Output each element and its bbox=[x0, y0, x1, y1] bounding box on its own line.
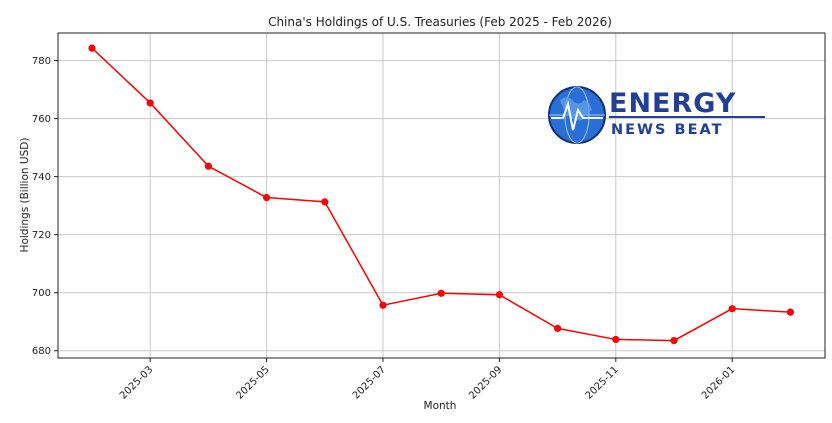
y-tick-label: 720 bbox=[32, 230, 51, 241]
data-point bbox=[204, 162, 212, 170]
y-axis: 680 700 720 740 760 780 bbox=[32, 56, 58, 357]
logo-line1: ENERGY bbox=[609, 88, 736, 119]
y-tick-label: 700 bbox=[32, 288, 51, 299]
x-axis: 2025-03 2025-05 2025-07 2025-09 2025-11 2026-… bbox=[118, 358, 737, 402]
data-point bbox=[263, 193, 271, 202]
data-point bbox=[379, 301, 387, 309]
y-tick-label: 760 bbox=[32, 114, 51, 125]
y-tick-label: 740 bbox=[32, 172, 51, 183]
data-point bbox=[146, 99, 154, 107]
data-point bbox=[88, 44, 96, 52]
data-point bbox=[728, 305, 736, 313]
x-tick-label: 2025-05 bbox=[234, 364, 271, 401]
x-tick-label: 2025-07 bbox=[351, 364, 388, 401]
x-axis-label: Month bbox=[424, 400, 457, 412]
data-point bbox=[612, 335, 620, 344]
data-point bbox=[554, 324, 562, 333]
globe-icon bbox=[548, 86, 606, 144]
x-tick-label: 2025-11 bbox=[584, 364, 621, 401]
x-tick-label: 2026-01 bbox=[700, 364, 737, 401]
y-tick-label: 780 bbox=[32, 56, 51, 67]
grid bbox=[58, 33, 825, 358]
logo: ENERGY NEWS BEAT bbox=[548, 86, 765, 144]
data-point bbox=[437, 289, 445, 297]
logo-line2: NEWS BEAT bbox=[611, 122, 723, 138]
chart-title: China's Holdings of U.S. Treasuries (Feb… bbox=[268, 15, 612, 29]
data-point bbox=[670, 336, 678, 345]
series-layer bbox=[88, 44, 795, 345]
y-axis-label: Holdings (Billion USD) bbox=[19, 138, 31, 253]
data-point bbox=[786, 308, 795, 316]
x-tick-label: 2025-03 bbox=[118, 364, 155, 401]
data-point bbox=[495, 291, 503, 299]
x-tick-label: 2025-09 bbox=[467, 364, 504, 401]
plot-frame bbox=[57, 32, 826, 359]
data-point bbox=[321, 198, 329, 206]
y-tick-label: 680 bbox=[32, 346, 51, 357]
